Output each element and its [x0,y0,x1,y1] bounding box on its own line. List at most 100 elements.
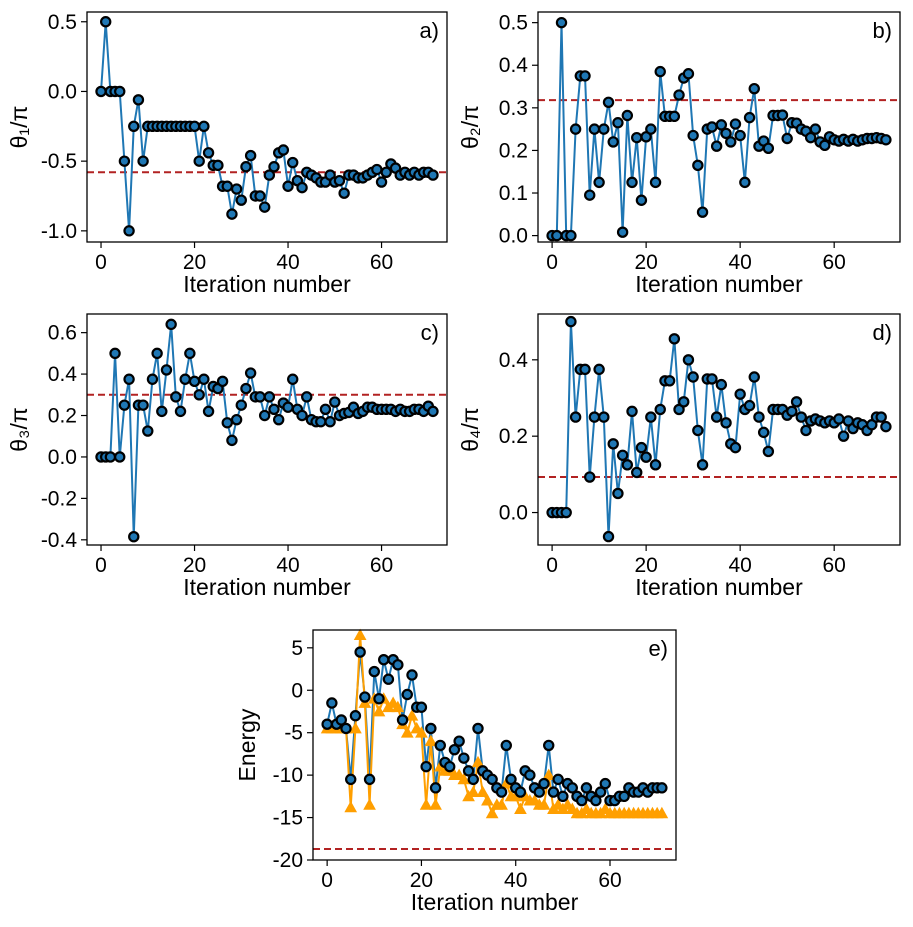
data-point [296,409,308,422]
y-tick-label: 0.0 [499,502,528,525]
series-line-0 [552,321,887,537]
data-point [776,109,789,121]
data-point-triangle [485,806,499,819]
data-point [696,459,709,471]
data-point [602,96,615,108]
data-point [880,134,892,146]
data-point [720,417,732,429]
data-point-triangle [415,726,428,738]
data-point [687,371,699,383]
data-point [880,420,892,433]
data-point [588,411,601,423]
x-tick-label: 60 [370,554,393,577]
data-point [565,315,577,328]
y-tick-label: 0.6 [48,322,77,345]
x-tick-label: 60 [823,251,846,274]
x-tick-label: 20 [183,554,206,577]
data-point [179,373,191,385]
y-tick-label: -1.0 [41,220,77,243]
data-point [640,451,652,463]
data-point [319,403,332,416]
panel-tag: c) [421,320,439,345]
data-point-triangle [457,772,471,785]
x-axis-label: Iteration number [183,574,351,600]
y-tick-label: 5 [291,637,303,660]
data-point [230,183,243,195]
data-point [486,773,498,786]
data-point [254,391,266,403]
data-point-triangle [537,798,551,810]
data-point [467,773,479,786]
data-point [580,782,593,794]
data-point [458,752,470,764]
data-point [612,117,624,129]
data-point-triangle [419,798,433,810]
x-tick-label: 0 [95,251,107,274]
x-tick-label: 20 [634,251,657,274]
y-tick-label: -5 [284,722,303,745]
data-point [240,161,252,173]
data-point [272,413,285,426]
data-point [174,405,187,418]
data-point [198,120,210,133]
y-tick-label: -10 [273,764,303,787]
data-point [569,411,582,423]
data-point [584,471,596,483]
data-point [729,441,742,454]
data-point [277,144,290,156]
data-point [682,68,695,80]
data-point [795,411,807,423]
data-point [202,405,215,418]
data-point [706,373,718,385]
data-point [118,399,131,411]
data-point [226,208,238,220]
data-point [263,391,276,403]
data-point [833,413,845,425]
data-point [132,94,145,106]
data-point [448,743,461,756]
data-point [345,773,357,786]
x-axis-label: Iteration number [183,271,351,297]
y-axis-label: θ₃/π [6,407,32,451]
data-point [425,722,437,735]
data-point [453,735,465,747]
data-point-triangle [424,734,438,747]
data-point [335,714,347,726]
data-point [156,405,168,418]
data-point [734,129,746,142]
data-point [576,794,588,807]
data-point [321,718,333,730]
data-point [590,794,602,807]
x-tick-label: 60 [370,251,393,274]
data-point [221,417,233,429]
data-point [555,16,568,29]
data-point [268,161,280,173]
x-tick-label: 0 [546,554,558,577]
data-point [753,411,765,423]
data-point [118,155,131,167]
data-point [240,382,252,395]
data-point [654,403,666,416]
x-tick-label: 40 [276,251,299,274]
panel-a: 0 20 40 60 0.5 0.0 -0.5 -1.0 Iteration number θ₁/… [6,11,448,297]
data-point [720,127,732,140]
data-point [618,790,630,803]
data-point [415,701,428,713]
panel-tag: b) [872,18,892,43]
data-point [160,364,173,376]
y-axis-label: θ₁/π [6,106,32,149]
data-point [524,769,536,781]
data-point [427,169,439,181]
y-tick-label: -0.2 [41,487,77,510]
axes-frame [537,11,901,243]
x-axis-label: Iteration number [635,271,803,297]
data-point [235,399,247,411]
data-point [668,110,681,123]
data-point [656,782,668,794]
data-point-triangle [481,794,494,806]
y-tick-label: 0.0 [48,446,77,469]
data-point [420,760,432,773]
data-point [729,118,742,130]
data-point [649,176,662,189]
